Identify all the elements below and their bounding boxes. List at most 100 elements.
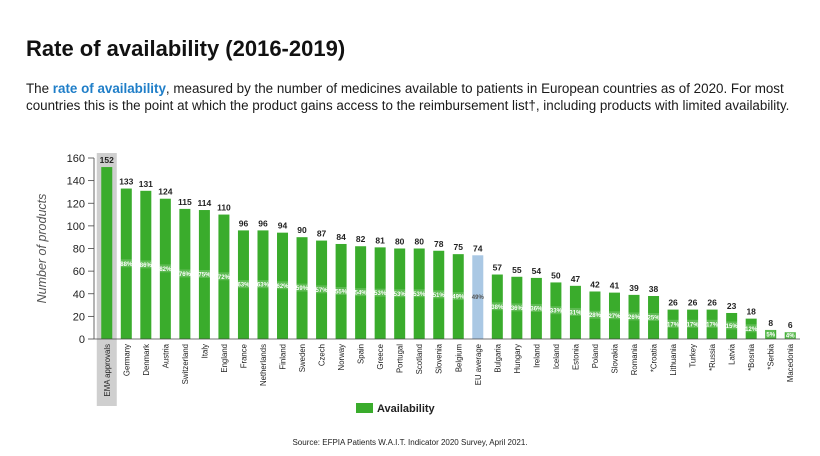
bar	[472, 255, 484, 339]
bar-value-label: 26	[707, 298, 717, 308]
percent-label-bg	[237, 280, 250, 289]
bar-percent-label: 49%	[472, 295, 485, 301]
bar-percent-label: 33%	[550, 309, 563, 315]
bar-percent-label: 49%	[452, 295, 465, 301]
bar	[550, 282, 562, 339]
percent-label-bg	[725, 321, 739, 330]
y-tick-label: 120	[67, 198, 85, 210]
bar-value-label: 18	[746, 307, 756, 317]
bar-percent-label: 38%	[491, 305, 504, 311]
y-tick-label: 80	[73, 244, 85, 256]
bar-percent-label: 59%	[296, 286, 309, 292]
percent-label-bg	[451, 292, 465, 301]
bar	[433, 250, 445, 339]
percent-label-bg	[608, 311, 621, 320]
x-tick-label: Poland	[591, 344, 600, 368]
percent-label-bg	[529, 303, 543, 312]
bar-percent-label: 54%	[355, 291, 368, 297]
bar	[726, 312, 738, 339]
bar-percent-label: 12%	[745, 327, 758, 333]
y-tick-label: 100	[67, 221, 85, 233]
bar-percent-label: 63%	[237, 283, 250, 289]
bar	[277, 232, 289, 339]
bar-percent-label: 15%	[726, 324, 739, 330]
x-tick-label: Germany	[122, 344, 131, 376]
bar	[608, 292, 620, 339]
bar-value-label: 41	[610, 281, 620, 291]
x-tick-label: Czech	[318, 344, 327, 366]
chart-title: Rate of availability (2016-2019)	[26, 36, 346, 61]
bar-value-label: 80	[395, 237, 405, 247]
bar-value-label: 82	[356, 234, 366, 244]
percent-label-bg	[549, 306, 563, 315]
bar-percent-label: 75%	[198, 273, 211, 279]
percent-label-bg	[295, 283, 309, 292]
x-tick-label: *Bosnia	[747, 343, 756, 371]
subtitle-highlight-link: rate of availability	[52, 81, 166, 96]
x-tick-label: Portugal	[396, 344, 405, 373]
x-tick-label: *Russia	[708, 343, 717, 371]
x-tick-label: EMA approvals	[103, 344, 112, 397]
x-tick-label: Greece	[376, 344, 385, 370]
x-tick-label: Turkey	[689, 344, 698, 368]
percent-label-bg	[119, 259, 133, 268]
percent-label-bg	[276, 281, 289, 290]
percent-label-bg	[373, 288, 387, 297]
bar-value-label: 26	[668, 298, 678, 308]
bar-value-label: 75	[454, 242, 464, 252]
y-tick-label: 0	[79, 334, 85, 346]
bar-percent-label: 72%	[218, 275, 231, 281]
bar-percent-label: 17%	[706, 322, 719, 328]
bar-percent-label: 36%	[530, 306, 543, 312]
bar	[784, 332, 796, 339]
bar	[394, 248, 406, 339]
x-tick-label: Switzerland	[181, 344, 190, 384]
percent-label-bg	[354, 288, 368, 297]
bar-value-label: 94	[278, 221, 288, 231]
bar-value-label: 47	[571, 274, 581, 284]
bar-percent-label: 17%	[687, 322, 700, 328]
bar-value-label: 80	[414, 237, 424, 247]
bar-value-label: 42	[590, 279, 600, 289]
percent-label-bg	[510, 303, 524, 312]
percent-label-bg	[588, 310, 602, 319]
bar-value-label: 38	[649, 284, 659, 294]
bar-value-label: 96	[258, 218, 268, 228]
bar	[159, 198, 171, 339]
bar-value-label: 23	[727, 301, 737, 311]
x-tick-label: Sweden	[298, 344, 307, 372]
bar	[257, 230, 269, 339]
subtitle-rest: , measured by the number of medicines av…	[26, 81, 790, 113]
percent-label-bg	[627, 312, 641, 321]
percent-label-bg	[393, 289, 407, 298]
x-tick-label: Bulgaria	[493, 343, 502, 372]
x-tick-label: Denmark	[142, 344, 151, 376]
bar-value-label: 39	[629, 283, 639, 293]
x-tick-label: Iceland	[552, 344, 561, 369]
percent-label-bg	[705, 319, 719, 328]
percent-label-bg	[217, 272, 231, 281]
percent-label-bg	[178, 269, 192, 278]
bar-percent-label: 25%	[648, 316, 661, 322]
bar-value-label: 110	[217, 203, 231, 213]
x-tick-label: Ireland	[532, 344, 541, 368]
bar-value-label: 131	[139, 179, 153, 189]
bar-percent-label: 53%	[413, 292, 426, 298]
x-tick-label: Scotland	[415, 344, 424, 374]
percent-label-bg	[569, 307, 582, 316]
x-tick-label: France	[239, 344, 248, 368]
bar	[706, 309, 718, 339]
percent-label-bg	[666, 319, 680, 328]
bar-value-label: 84	[336, 232, 346, 242]
bar-value-label: 90	[297, 225, 307, 235]
bar-percent-label: 76%	[179, 272, 192, 278]
x-tick-label: Finland	[279, 344, 288, 370]
bar	[374, 247, 386, 339]
y-tick-label: 40	[73, 289, 85, 301]
x-tick-label: Latvia	[728, 343, 737, 364]
percent-label-bg	[158, 264, 172, 273]
x-tick-label: *Croatia	[650, 343, 659, 372]
x-tick-label: EU average	[474, 344, 483, 385]
x-tick-label: Austria	[161, 343, 170, 368]
bar	[140, 190, 152, 339]
